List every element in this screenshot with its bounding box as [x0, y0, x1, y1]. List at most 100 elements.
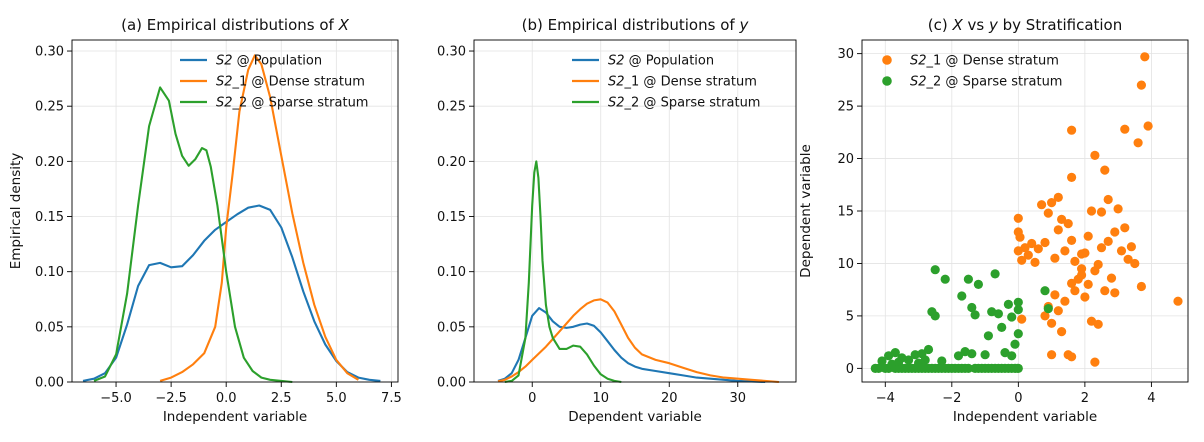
data-point-series-0: [1083, 231, 1093, 241]
data-point-series-0: [1077, 264, 1087, 274]
data-point-series-0: [1143, 121, 1153, 131]
data-point-series-0: [1133, 138, 1143, 148]
y-tick-label: 0.25: [35, 100, 64, 115]
legend-label-rest: _2 @ Sparse stratum: [624, 96, 761, 111]
gridlines: [474, 40, 796, 383]
axes-frame: [473, 39, 797, 383]
data-point-series-1: [940, 274, 950, 284]
legend-label-rest: @ Population: [625, 54, 715, 69]
data-point-series-0: [1096, 243, 1107, 253]
data-point-series-0: [1090, 357, 1100, 367]
x-tick-label: 2: [1081, 391, 1089, 406]
panel-title: (a) Empirical distributions of X: [121, 16, 349, 34]
data-point-series-1: [923, 344, 934, 355]
data-point-series-1: [973, 279, 984, 289]
data-point-series-0: [1060, 296, 1070, 306]
y-tick-label: 25: [837, 100, 854, 115]
data-point-series-0: [1057, 327, 1067, 337]
data-point-series-1: [953, 351, 964, 361]
data-point-series-0: [1023, 250, 1033, 260]
data-point-series-0: [1083, 279, 1093, 289]
data-point-series-0: [1060, 246, 1070, 256]
legend-label-2: S2_2 @ Sparse stratum: [608, 96, 760, 111]
y-tick-label: 0.30: [35, 45, 64, 60]
y-tick-label: 0.05: [35, 320, 64, 335]
data-point-series-1: [890, 348, 900, 358]
data-point-series-0: [1077, 270, 1087, 280]
panel-a: −5.0 −2.5 0.0 2.5 5.0 7.5 0.00 0.05 0.10 0.15 0.20…: [8, 16, 402, 425]
data-point-series-0: [1027, 238, 1037, 249]
data-point-series-1: [1013, 305, 1023, 315]
data-point-series-0: [1100, 286, 1110, 296]
data-point-series-0: [1140, 52, 1150, 62]
legend-label-italic: S2: [608, 96, 625, 111]
data-point-series-0: [1096, 207, 1107, 217]
legend-label-rest: _2 @ Sparse stratum: [926, 75, 1063, 90]
data-point-series-0: [1013, 246, 1023, 256]
y-tick-label: 0.15: [437, 210, 466, 225]
series-line-2: [93, 86, 293, 384]
data-point-series-1: [1040, 286, 1050, 296]
data-point-series-0: [1067, 352, 1077, 362]
data-point-series-0: [1120, 223, 1130, 233]
y-tick-label: 0.15: [35, 210, 64, 225]
data-point-series-0: [1033, 244, 1043, 254]
legend-label-rest: _1 @ Dense stratum: [624, 75, 757, 90]
data-point-series-1: [997, 322, 1007, 332]
data-point-series-0: [1103, 194, 1113, 205]
data-point-series-1: [904, 355, 914, 365]
legend-label-0: S2_1 @ Dense stratum: [910, 54, 1059, 69]
legend-label-italic: S2: [216, 96, 233, 111]
data-point-series-1: [1013, 329, 1023, 339]
data-point-series-1: [993, 309, 1004, 319]
data-point-series-1: [990, 269, 1000, 279]
legend-label-2: S2_2 @ Sparse stratum: [216, 96, 368, 111]
x-axis-label: Dependent variable: [568, 409, 702, 425]
y-tick-label: 0.25: [437, 100, 466, 115]
data-point-series-1: [1013, 363, 1023, 373]
data-point-series-0: [1030, 257, 1040, 267]
legend-label-italic: S2: [608, 75, 625, 90]
panel-c: −4 −2 0 2 4 0 5 10 15 20 25 30 Independent variable D…: [798, 16, 1189, 425]
data-point-series-0: [1037, 200, 1047, 210]
x-tick-label: −2.5: [155, 391, 187, 406]
data-point-series-0: [1086, 206, 1097, 216]
data-point-series-1: [967, 302, 977, 313]
title-part: y: [988, 16, 999, 34]
data-point-series-1: [957, 291, 967, 301]
data-point-series-0: [1126, 242, 1136, 252]
gridlines: [862, 40, 1188, 382]
y-tick-label: 0.10: [437, 265, 466, 280]
data-point-series-0: [1077, 249, 1087, 259]
panel-title: (c) X vs y by Stratification: [928, 16, 1123, 34]
title-part: X: [951, 16, 963, 34]
data-point-series-0: [1057, 214, 1067, 224]
legend-label-italic: S2: [216, 75, 233, 90]
data-point-series-0: [1050, 290, 1060, 300]
y-tick-label: 5: [846, 309, 854, 324]
data-point-series-0: [1017, 255, 1027, 265]
plot-area: [497, 160, 779, 384]
y-tick-label: 30: [837, 47, 854, 62]
data-point-series-0: [1040, 237, 1050, 248]
legend-label-1: S2_1 @ Dense stratum: [608, 75, 757, 90]
data-point-series-1: [874, 363, 884, 373]
data-point-series-1: [970, 310, 980, 320]
data-point-series-1: [980, 350, 990, 360]
data-point-series-0: [1093, 259, 1103, 270]
data-point-series-1: [1007, 312, 1017, 322]
x-tick-label: 0.0: [216, 391, 237, 406]
data-point-series-0: [1050, 253, 1060, 263]
data-point-series-0: [1136, 80, 1146, 90]
y-tick-label: 0.20: [437, 155, 466, 170]
data-point-series-0: [1013, 213, 1023, 223]
series-line-1: [159, 54, 359, 382]
data-point-series-0: [1136, 281, 1146, 292]
data-point-series-0: [1067, 172, 1077, 182]
legend-label-1: S2_1 @ Dense stratum: [216, 75, 365, 90]
x-tick-label: 7.5: [381, 391, 402, 406]
axes-frame: [71, 39, 399, 383]
y-tick-label: 0.30: [437, 45, 466, 60]
